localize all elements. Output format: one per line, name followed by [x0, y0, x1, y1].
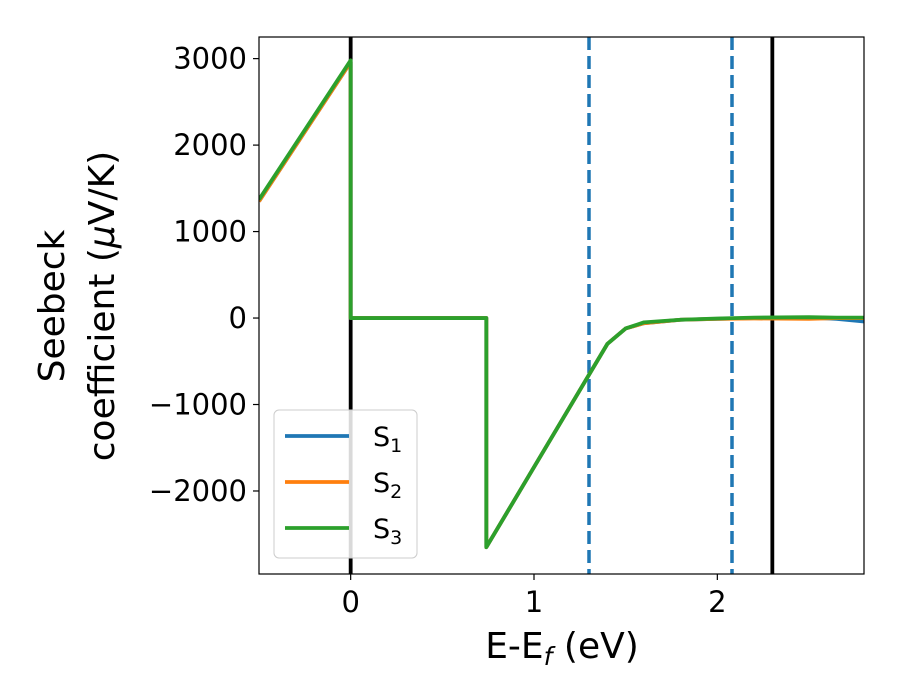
x-axis: 0 1 2 — [341, 574, 727, 619]
x-axis-label: E-Ef (eV) — [485, 626, 639, 671]
y-tick-label: −1000 — [149, 388, 247, 422]
y-tick-label: 1000 — [173, 215, 247, 249]
y-tick-label: 2000 — [173, 128, 247, 162]
y-axis: −2000 −1000 0 1000 2000 3000 — [149, 42, 259, 508]
legend-box — [273, 409, 418, 559]
legend-entries: S1 S2 S3 — [285, 422, 402, 549]
legend-label-S2: S2 — [373, 468, 402, 503]
x-tick-label: 2 — [708, 585, 726, 619]
legend-label-S1: S1 — [373, 422, 402, 457]
legend: S1 S2 S3 — [273, 409, 418, 559]
y-axis-label-line2: coefficient (μV/K) — [82, 151, 123, 461]
series-layer — [259, 58, 864, 550]
y-tick-label: 0 — [229, 301, 247, 335]
series-line-S3 — [259, 58, 864, 550]
x-tick-label: 1 — [525, 585, 543, 619]
x-axis-label-unit: (eV) — [552, 626, 638, 667]
y-tick-label: 3000 — [173, 42, 247, 76]
y-tick-label: −2000 — [149, 474, 247, 508]
y-axis-label-line1: Seebeck — [32, 229, 73, 382]
y-axis-label: Seebeck coefficient (μV/K) — [32, 151, 123, 461]
x-tick-label: 0 — [341, 585, 359, 619]
legend-label-S3: S3 — [373, 514, 402, 549]
plot-frame — [258, 36, 865, 575]
